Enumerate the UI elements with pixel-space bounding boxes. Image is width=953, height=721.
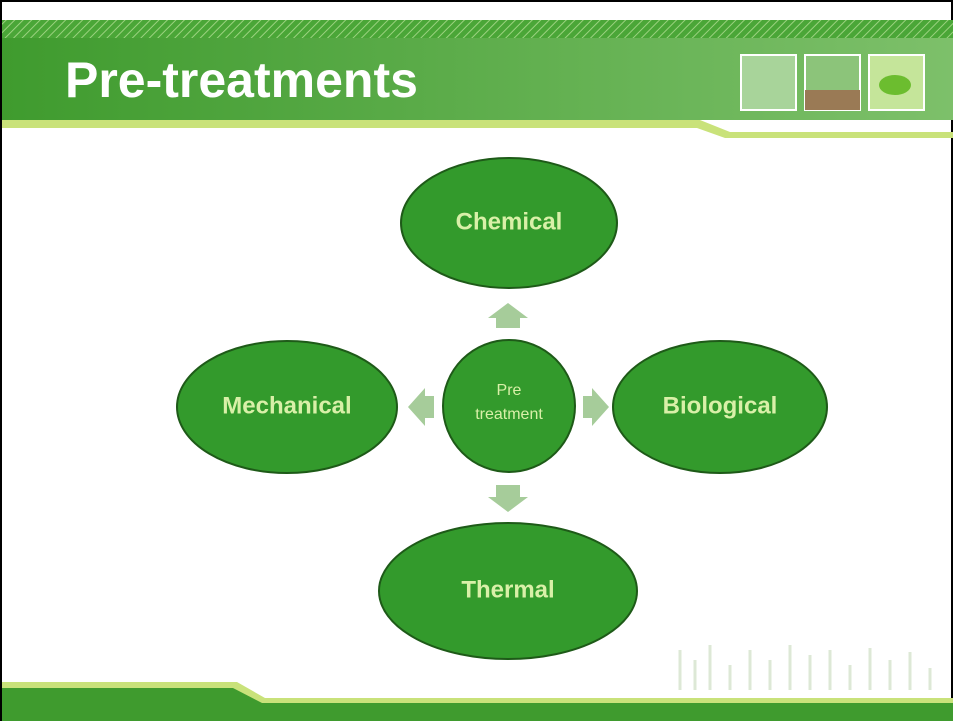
title: Pre-treatments <box>65 52 418 108</box>
node-label: Biological <box>663 392 778 419</box>
node-biological <box>612 340 828 474</box>
center-label: Pre treatment <box>475 382 543 423</box>
header-stripe <box>2 20 953 38</box>
grass-decoration <box>678 645 932 690</box>
arrow-right <box>583 388 609 426</box>
center-label-line: treatment <box>475 406 543 423</box>
footer-rule <box>2 682 953 703</box>
node-label: Thermal <box>461 576 554 603</box>
node-label: Chemical <box>456 208 563 235</box>
tile <box>740 54 797 111</box>
arrows <box>408 303 609 512</box>
center-node <box>442 339 576 473</box>
arrow-down <box>488 485 528 512</box>
header-rule <box>2 120 953 138</box>
node-chemical <box>400 157 618 289</box>
node-thermal <box>378 522 638 660</box>
node-mechanical <box>176 340 398 474</box>
node-label: Mechanical <box>222 392 351 419</box>
arrow-left <box>408 388 434 426</box>
leaf <box>879 75 911 95</box>
footer-band <box>2 686 953 721</box>
center-label-line: Pre <box>497 382 522 399</box>
tile-soil <box>805 90 860 110</box>
arrow-up <box>488 303 528 328</box>
